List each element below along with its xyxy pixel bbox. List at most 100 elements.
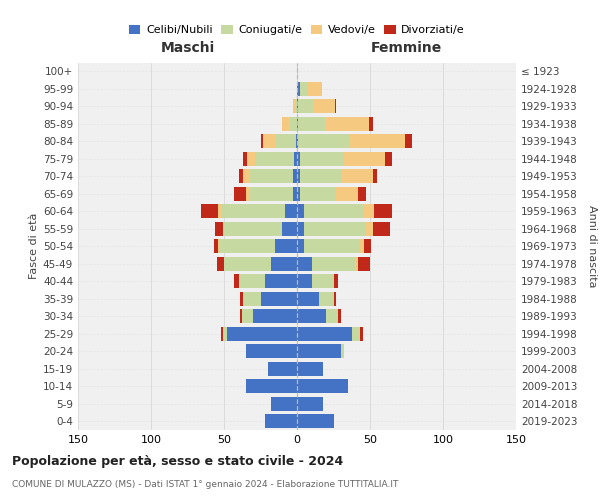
Bar <box>297 152 300 166</box>
Bar <box>223 222 224 235</box>
Bar <box>239 170 243 183</box>
Bar <box>215 222 223 235</box>
Bar <box>344 152 385 166</box>
Bar <box>227 327 297 340</box>
Bar <box>300 187 337 200</box>
Bar <box>253 310 297 323</box>
Bar <box>240 310 242 323</box>
Bar <box>300 82 307 96</box>
Bar <box>362 204 374 218</box>
Text: Femmine: Femmine <box>371 42 442 56</box>
Bar <box>365 222 373 235</box>
Bar <box>217 257 224 270</box>
Bar <box>218 204 221 218</box>
Bar <box>275 240 297 253</box>
Bar <box>243 292 260 306</box>
Bar <box>298 100 313 113</box>
Bar <box>297 204 304 218</box>
Bar <box>220 240 275 253</box>
Bar <box>311 274 334 288</box>
Bar <box>341 170 373 183</box>
Bar <box>358 257 370 270</box>
Bar <box>224 222 283 235</box>
Bar <box>358 187 365 200</box>
Bar <box>355 257 358 270</box>
Bar <box>300 170 341 183</box>
Bar <box>405 134 412 148</box>
Bar <box>293 100 296 113</box>
Bar <box>297 240 304 253</box>
Bar <box>297 134 298 148</box>
Bar <box>240 292 243 306</box>
Bar <box>311 257 355 270</box>
Bar <box>334 292 337 306</box>
Bar <box>247 152 254 166</box>
Bar <box>313 100 335 113</box>
Text: COMUNE DI MULAZZO (MS) - Dati ISTAT 1° gennaio 2024 - Elaborazione TUTTITALIA.IT: COMUNE DI MULAZZO (MS) - Dati ISTAT 1° g… <box>12 480 398 489</box>
Bar <box>373 170 377 183</box>
Bar <box>239 274 265 288</box>
Text: Maschi: Maschi <box>160 42 215 56</box>
Bar <box>221 327 223 340</box>
Bar <box>297 344 341 358</box>
Bar <box>298 134 350 148</box>
Bar <box>297 292 319 306</box>
Bar <box>335 100 337 113</box>
Bar <box>286 204 297 218</box>
Bar <box>304 204 363 218</box>
Bar <box>243 170 249 183</box>
Bar <box>296 100 297 113</box>
Bar <box>385 152 392 166</box>
Bar <box>293 170 297 183</box>
Bar <box>297 82 300 96</box>
Bar <box>260 134 263 148</box>
Bar <box>350 134 405 148</box>
Bar <box>360 240 364 253</box>
Y-axis label: Fasce di età: Fasce di età <box>29 213 39 280</box>
Text: Popolazione per età, sesso e stato civile - 2024: Popolazione per età, sesso e stato civil… <box>12 455 343 468</box>
Bar <box>297 170 300 183</box>
Bar <box>297 257 311 270</box>
Bar <box>297 117 298 130</box>
Bar <box>374 204 392 218</box>
Bar <box>283 117 290 130</box>
Bar <box>290 117 297 130</box>
Bar <box>200 204 218 218</box>
Bar <box>300 152 344 166</box>
Bar <box>298 117 325 130</box>
Bar <box>368 117 373 130</box>
Bar <box>246 187 249 200</box>
Y-axis label: Anni di nascita: Anni di nascita <box>587 205 597 288</box>
Bar <box>243 152 247 166</box>
Bar <box>364 240 371 253</box>
Bar <box>265 274 297 288</box>
Bar <box>352 327 360 340</box>
Bar <box>297 362 323 376</box>
Bar <box>221 204 286 218</box>
Bar <box>224 257 271 270</box>
Bar <box>297 414 334 428</box>
Bar <box>297 397 323 410</box>
Bar <box>242 310 253 323</box>
Bar <box>325 117 368 130</box>
Bar <box>360 327 363 340</box>
Bar <box>334 274 338 288</box>
Bar <box>283 222 297 235</box>
Bar <box>275 134 296 148</box>
Bar <box>214 240 218 253</box>
Bar <box>268 362 297 376</box>
Bar <box>223 327 227 340</box>
Bar <box>297 380 348 393</box>
Bar <box>326 310 338 323</box>
Bar <box>297 327 352 340</box>
Bar <box>297 64 298 78</box>
Bar <box>341 344 344 358</box>
Bar <box>319 292 334 306</box>
Bar <box>246 380 297 393</box>
Bar <box>260 292 297 306</box>
Bar <box>297 310 326 323</box>
Bar <box>249 170 293 183</box>
Bar <box>297 222 304 235</box>
Bar <box>234 274 239 288</box>
Legend: Celibi/Nubili, Coniugati/e, Vedovi/e, Divorziati/e: Celibi/Nubili, Coniugati/e, Vedovi/e, Di… <box>125 20 469 40</box>
